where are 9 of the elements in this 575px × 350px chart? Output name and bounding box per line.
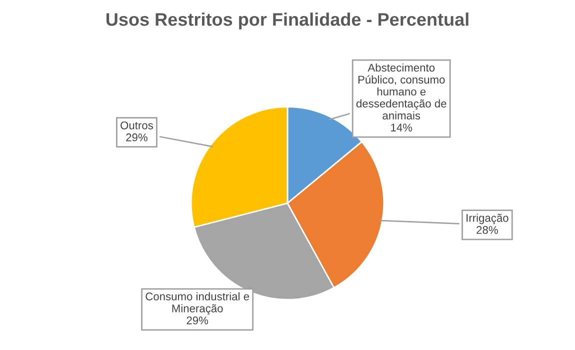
data-label: 29% [186, 316, 208, 324]
data-label: 29% [126, 133, 148, 142]
slice-label: Outros [120, 121, 153, 130]
data-label: 28% [476, 226, 498, 234]
slice-label: Consumo industrial e Mineração [146, 292, 250, 315]
slice-label: Irrigação [466, 214, 508, 224]
data-label: 14% [391, 124, 412, 132]
chart-title: Usos Restritos por Finalidade - Percentual [106, 12, 468, 30]
slice-label: Abstecimento Público, consumo humano e dessedentação de animais [356, 63, 446, 120]
